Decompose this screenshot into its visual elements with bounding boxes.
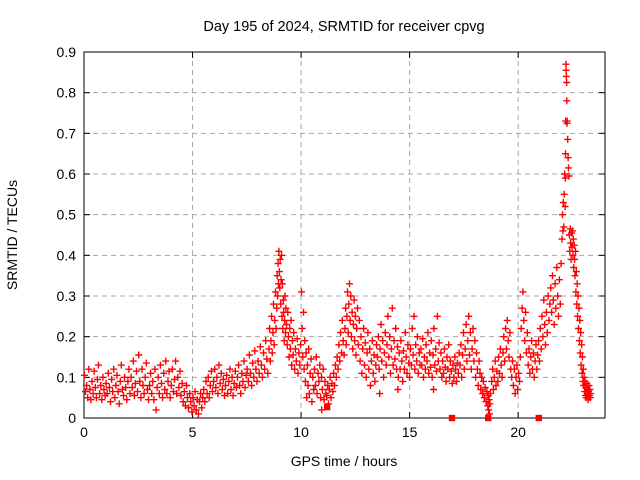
scatter-square-marker [323,403,331,411]
y-tick-label: 0.6 [57,166,77,182]
y-tick-label: 0.9 [57,44,77,60]
x-tick-label: 5 [189,424,197,440]
y-tick-label: 0.7 [57,125,77,141]
x-tick-label: 0 [80,424,88,440]
x-tick-label: 10 [293,424,309,440]
y-tick-label: 0.5 [57,207,77,223]
data-points [80,60,595,422]
x-tick-label: 15 [402,424,418,440]
chart-title: Day 195 of 2024, SRMTID for receiver cpv… [203,19,484,35]
y-tick-label: 0.2 [57,329,77,345]
y-tick-label: 0 [68,410,76,426]
y-tick-label: 0.1 [57,369,77,385]
x-axis-label: GPS time / hours [291,453,398,469]
tick-labels: 0 5 10 15 20 0 0.1 0.2 0.3 0.4 0.5 0.6 0.7 0.8 0.9 [57,44,527,440]
y-tick-label: 0.3 [57,288,77,304]
y-tick-label: 0.8 [57,85,77,101]
scatter-square-marker [448,414,456,422]
scatter-square-marker [485,414,492,422]
plot-frame [83,51,606,419]
x-tick-label: 20 [510,424,526,440]
y-axis-label: SRMTID / TECUs [4,180,20,290]
scatter-square-marker [535,414,542,422]
y-tick-label: 0.4 [57,247,77,263]
gridlines [84,52,605,418]
scatter-plus-markers [80,60,595,418]
